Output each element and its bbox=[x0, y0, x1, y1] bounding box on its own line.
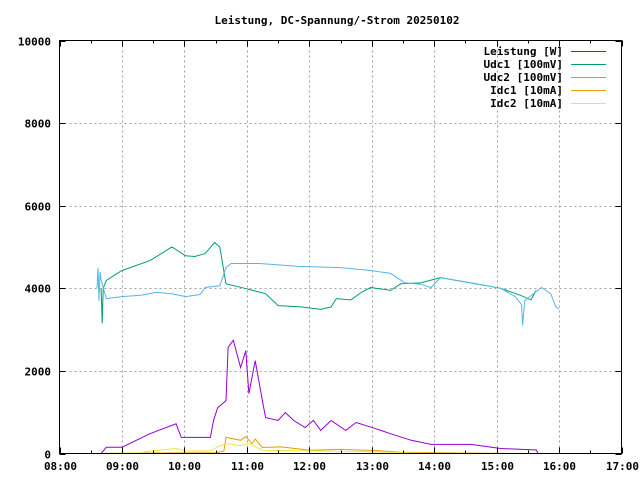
series-line-2 bbox=[100, 241, 537, 324]
legend-label: Leistung [W] bbox=[484, 45, 563, 58]
series-line-5 bbox=[101, 443, 539, 454]
y-tick-label: 6000 bbox=[25, 201, 52, 214]
legend-label: Udc1 [100mV] bbox=[484, 58, 563, 71]
series-line-1 bbox=[100, 339, 539, 454]
axis-ticks: 08:00 09:00 10:00 11:00 12:00 13:00 14:00 15:00… bbox=[18, 36, 639, 474]
legend-label: Udc2 [100mV] bbox=[484, 71, 563, 84]
series-line-4 bbox=[101, 435, 539, 454]
y-tick-label: 2000 bbox=[25, 366, 52, 379]
x-tick-label: 17:00 bbox=[606, 460, 639, 473]
x-tick-label: 12:00 bbox=[293, 460, 326, 473]
legend-label: Idc1 [10mA] bbox=[490, 84, 563, 97]
y-tick-label: 8000 bbox=[25, 118, 52, 131]
plot-border bbox=[59, 40, 622, 454]
series-line-3 bbox=[96, 263, 560, 326]
x-tick-label: 16:00 bbox=[543, 460, 576, 473]
x-tick-label: 14:00 bbox=[418, 460, 451, 473]
x-tick-label: 11:00 bbox=[231, 460, 264, 473]
x-tick-label: 10:00 bbox=[168, 460, 201, 473]
x-tick-label: 08:00 bbox=[44, 460, 77, 473]
chart-title: Leistung, DC-Spannung/-Strom 20250102 bbox=[214, 14, 459, 27]
series-group bbox=[96, 241, 560, 454]
grid bbox=[59, 40, 622, 454]
y-tick-label: 4000 bbox=[25, 283, 52, 296]
legend-label: Idc2 [10mA] bbox=[490, 97, 563, 110]
y-tick-label: 0 bbox=[44, 449, 51, 462]
y-tick-label: 10000 bbox=[18, 36, 51, 49]
legend: Leistung [W]Udc1 [100mV]Udc2 [100mV]Idc1… bbox=[484, 45, 606, 110]
x-tick-label: 09:00 bbox=[106, 460, 139, 473]
x-tick-label: 13:00 bbox=[356, 460, 389, 473]
x-tick-label: 15:00 bbox=[481, 460, 514, 473]
